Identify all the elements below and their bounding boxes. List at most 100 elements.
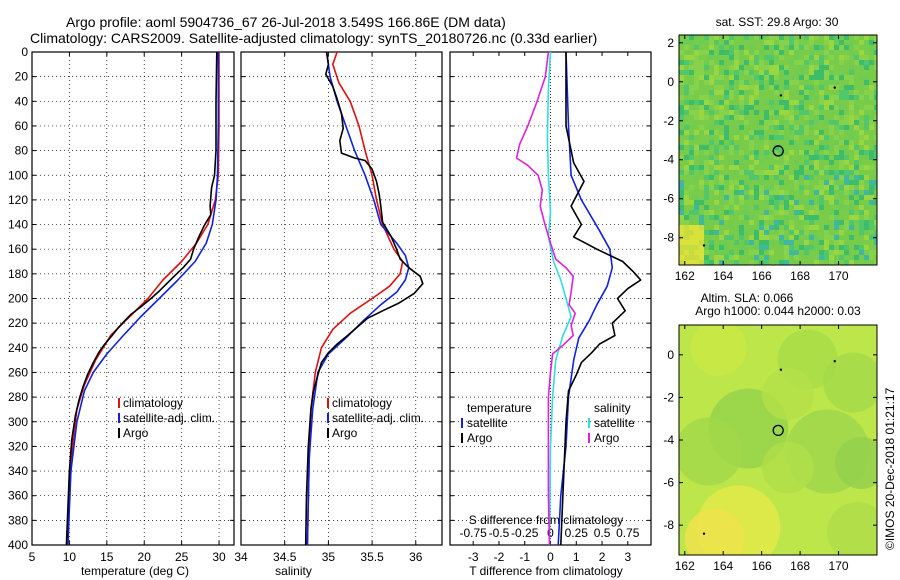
sst-cell <box>749 225 754 230</box>
sst-cell <box>844 140 849 145</box>
sst-cell <box>744 95 749 100</box>
legend-title: salinity <box>594 401 631 415</box>
sst-cell <box>749 90 754 95</box>
sst-cell <box>754 35 759 40</box>
sst-cell <box>774 255 779 260</box>
sst-cell <box>719 175 724 180</box>
sst-cell <box>729 230 734 235</box>
sst-cell <box>694 70 699 75</box>
sst-cell <box>769 125 774 130</box>
sst-cell <box>819 170 824 175</box>
sst-cell <box>719 120 724 125</box>
sst-cell <box>799 45 804 50</box>
sst-cell <box>699 195 704 200</box>
sst-cell <box>694 195 699 200</box>
sst-cell <box>719 110 724 115</box>
sst-cell <box>794 205 799 210</box>
sst-cell <box>759 190 764 195</box>
sst-cell <box>729 90 734 95</box>
sst-cell <box>864 40 869 45</box>
sst-cell <box>714 145 719 150</box>
sst-cell <box>844 135 849 140</box>
sst-cell <box>809 95 814 100</box>
sst-cell <box>714 55 719 60</box>
sst-cell <box>829 40 834 45</box>
float-dot <box>779 368 783 371</box>
sst-cell <box>684 80 689 85</box>
sst-cell <box>764 240 769 245</box>
sst-cell <box>709 240 714 245</box>
sst-cell <box>704 210 709 215</box>
sst-cell <box>694 230 699 235</box>
sst-cell <box>709 100 714 105</box>
sst-cell <box>724 90 729 95</box>
y-tick-label: 60 <box>15 119 29 133</box>
sst-cell <box>779 100 784 105</box>
sst-cell <box>769 130 774 135</box>
sst-cell <box>759 55 764 60</box>
sst-cell <box>699 260 704 265</box>
sst-cell <box>849 135 854 140</box>
sst-cell <box>689 40 694 45</box>
sst-cell <box>684 215 689 220</box>
sst-cell <box>714 255 719 260</box>
sst-cell <box>864 35 869 40</box>
sst-cell <box>864 230 869 235</box>
sst-cell <box>739 260 744 265</box>
sst-cell <box>874 110 877 115</box>
sst-cell <box>874 35 877 40</box>
sst-cell <box>769 45 774 50</box>
sst-cell <box>779 160 784 165</box>
sst-cell <box>819 150 824 155</box>
sst-cell <box>839 105 844 110</box>
sst-cell <box>769 120 774 125</box>
sst-cell <box>834 35 839 40</box>
sst-cell <box>694 125 699 130</box>
sst-cell <box>744 105 749 110</box>
sst-cell <box>854 115 859 120</box>
sst-cell <box>749 135 754 140</box>
sst-cell <box>799 185 804 190</box>
sst-cell <box>679 225 684 230</box>
sst-cell <box>874 55 877 60</box>
sst-cell <box>709 255 714 260</box>
sst-cell <box>769 195 774 200</box>
plot-frame <box>31 51 235 546</box>
sst-cell <box>679 200 684 205</box>
sst-cell <box>804 255 809 260</box>
sst-cell <box>869 255 874 260</box>
sst-cell <box>869 120 874 125</box>
sst-cell <box>849 145 854 150</box>
sst-cell <box>729 45 734 50</box>
sst-cell <box>739 210 744 215</box>
sst-cell <box>854 220 859 225</box>
sst-cell <box>784 115 789 120</box>
sst-cell <box>764 70 769 75</box>
sst-cell <box>839 195 844 200</box>
sst-cell <box>839 110 844 115</box>
sst-cell <box>824 260 829 265</box>
legend-title: temperature <box>467 401 532 415</box>
sst-cell <box>814 150 819 155</box>
sst-cell <box>804 195 809 200</box>
sst-cell <box>744 220 749 225</box>
sst-cell <box>699 45 704 50</box>
sst-cell <box>714 90 719 95</box>
sst-cell <box>784 200 789 205</box>
sst-cell <box>679 125 684 130</box>
sst-cell <box>864 125 869 130</box>
sst-cell <box>734 170 739 175</box>
map-y-tick-label: -2 <box>663 390 674 404</box>
sst-cell <box>749 55 754 60</box>
sst-cell <box>704 185 709 190</box>
sst-cell <box>859 170 864 175</box>
sst-cell <box>719 70 724 75</box>
sst-cell <box>729 140 734 145</box>
sst-cell <box>679 165 684 170</box>
sst-cell <box>694 260 699 265</box>
sst-cell <box>704 55 709 60</box>
sst-cell <box>804 90 809 95</box>
sst-cell <box>874 140 877 145</box>
sst-cell <box>724 210 729 215</box>
sst-cell <box>719 220 724 225</box>
